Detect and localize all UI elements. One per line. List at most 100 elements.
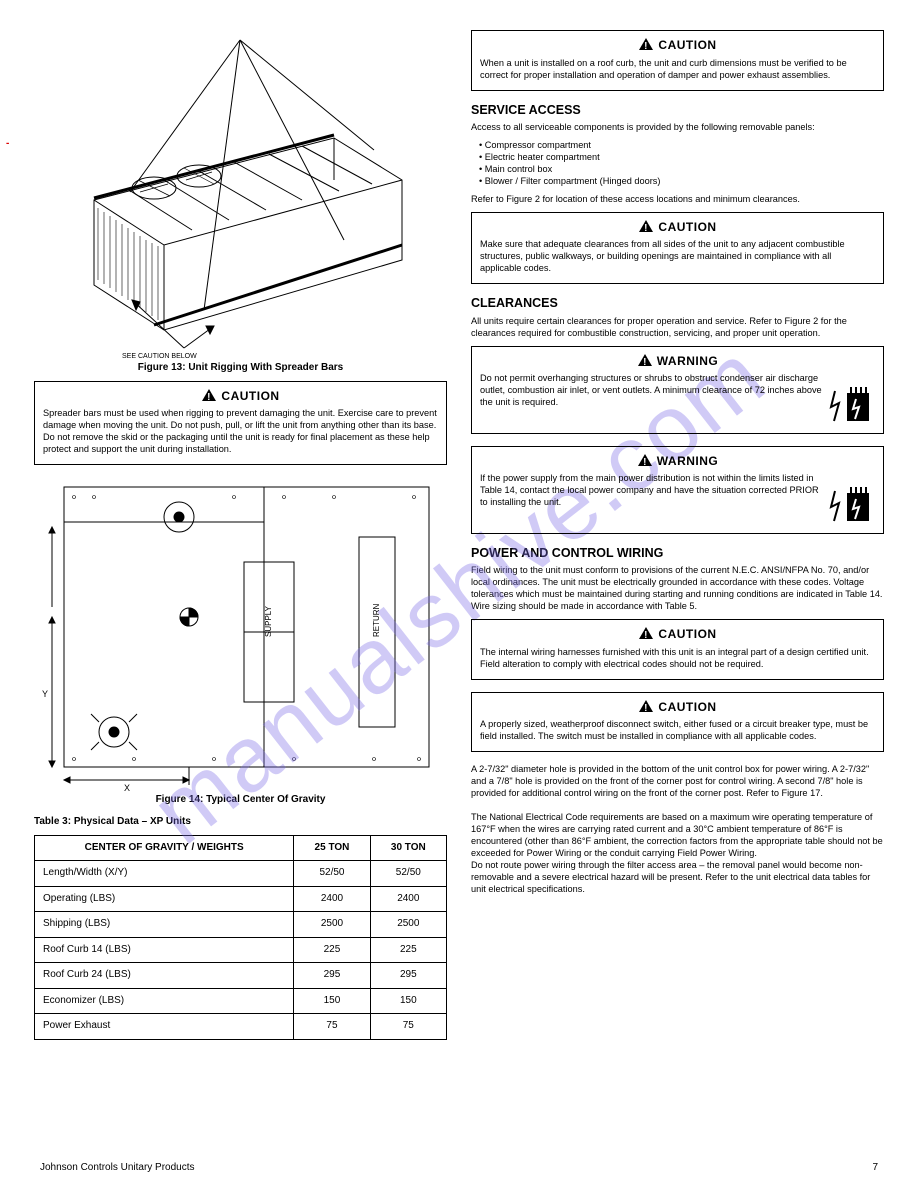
- caution-box-clearance-codes: ! CAUTION Make sure that adequate clearan…: [471, 212, 884, 284]
- warning-head: ! WARNING: [480, 453, 875, 470]
- caution-box-disconnect: ! CAUTION A properly sized, weatherproof …: [471, 692, 884, 753]
- caution-body: When a unit is installed on a roof curb,…: [480, 58, 875, 82]
- table-cell: Shipping (LBS): [35, 912, 294, 938]
- page-footer: Johnson Controls Unitary Products 7: [0, 1162, 918, 1175]
- table-cell: 75: [370, 1014, 446, 1040]
- paragraph: A 2-7/32" diameter hole is provided in t…: [471, 764, 884, 895]
- service-list: • Compressor compartment • Electric heat…: [479, 140, 884, 188]
- table-row: Roof Curb 14 (LBS)225225: [35, 937, 447, 963]
- dim-y-label: Y: [42, 689, 48, 699]
- svg-text:!: !: [643, 457, 647, 467]
- warning-head-text: WARNING: [657, 354, 719, 368]
- paragraph: Refer to Figure 2 for location of these …: [471, 194, 884, 206]
- table-header: 30 TON: [370, 835, 446, 861]
- table-cell: 150: [370, 988, 446, 1014]
- paragraph: Field wiring to the unit must conform to…: [471, 565, 884, 613]
- warning-icon: !: [638, 699, 654, 713]
- table-row: Economizer (LBS)150150: [35, 988, 447, 1014]
- figure-14-label: Figure 14: Typical Center Of Gravity: [34, 794, 447, 807]
- caution-head-text: CAUTION: [658, 220, 716, 234]
- warning-box-overhang: ! WARNING Do not permit overhanging struc…: [471, 346, 884, 434]
- table-row: Roof Curb 24 (LBS)295295: [35, 963, 447, 989]
- caution-box-harness: ! CAUTION The internal wiring harnesses f…: [471, 619, 884, 680]
- table-cell: Power Exhaust: [35, 1014, 294, 1040]
- table-cell: Roof Curb 14 (LBS): [35, 937, 294, 963]
- shock-hazard-icon: [829, 385, 873, 425]
- service-access-heading: SERVICE ACCESS: [471, 103, 884, 119]
- caution-head: ! CAUTION: [480, 37, 875, 54]
- table-cell: 2500: [370, 912, 446, 938]
- svg-text:!: !: [644, 223, 648, 233]
- warning-icon: !: [201, 388, 217, 402]
- caution-head-text: CAUTION: [221, 389, 279, 403]
- supply-label: SUPPLY: [264, 605, 273, 637]
- power-wiring-heading: POWER AND CONTROL WIRING: [471, 546, 884, 562]
- table-cell: 2500: [294, 912, 370, 938]
- svg-text:!: !: [207, 392, 211, 402]
- table-cell: 295: [370, 963, 446, 989]
- table-cell: 295: [294, 963, 370, 989]
- footer-left: Johnson Controls Unitary Products: [40, 1162, 195, 1175]
- caution-body: The internal wiring harnesses furnished …: [480, 647, 875, 671]
- warning-icon: !: [638, 626, 654, 640]
- table-cell: Operating (LBS): [35, 886, 294, 912]
- table-row: Power Exhaust7575: [35, 1014, 447, 1040]
- table-row: Length/Width (X/Y)52/5052/50: [35, 861, 447, 887]
- caution-head: ! CAUTION: [480, 699, 875, 716]
- caution-box-spreader: ! CAUTION Spreader bars must be used when…: [34, 381, 447, 465]
- table-cell: 75: [294, 1014, 370, 1040]
- caution-head-text: CAUTION: [658, 627, 716, 641]
- caution-body: Make sure that adequate clearances from …: [480, 239, 875, 275]
- caution-head: ! CAUTION: [480, 219, 875, 236]
- warning-icon: !: [637, 453, 653, 467]
- svg-text:!: !: [644, 630, 648, 640]
- caution-box-curb: ! CAUTION When a unit is installed on a r…: [471, 30, 884, 91]
- svg-text:!: !: [644, 703, 648, 713]
- dim-x-label: X: [124, 783, 130, 792]
- caution-head: ! CAUTION: [480, 626, 875, 643]
- table-cell: 2400: [370, 886, 446, 912]
- table-row: Shipping (LBS)25002500: [35, 912, 447, 938]
- figure-14-illustration: SUPPLY RETURN X Y: [34, 477, 447, 792]
- table-title: Table 3: Physical Data – XP Units: [34, 816, 447, 829]
- warning-body: Do not permit overhanging structures or …: [480, 373, 875, 409]
- warning-head-text: WARNING: [657, 454, 719, 468]
- page: SEE CAUTION BELOW Figure 13: Unit Riggin…: [0, 0, 918, 1060]
- paragraph: All units require certain clearances for…: [471, 316, 884, 340]
- clearances-heading: CLEARANCES: [471, 296, 884, 312]
- warning-icon: !: [638, 219, 654, 233]
- return-label: RETURN: [372, 603, 381, 637]
- table-cell: Length/Width (X/Y): [35, 861, 294, 887]
- table-cell: Economizer (LBS): [35, 988, 294, 1014]
- table-row: Operating (LBS)24002400: [35, 886, 447, 912]
- table-cell: 150: [294, 988, 370, 1014]
- table-cell: 2400: [294, 886, 370, 912]
- table-cell: Roof Curb 24 (LBS): [35, 963, 294, 989]
- caution-head-text: CAUTION: [658, 700, 716, 714]
- warning-icon: !: [637, 353, 653, 367]
- table-cell: 225: [294, 937, 370, 963]
- caution-head: ! CAUTION: [43, 388, 438, 405]
- figure-13-illustration: SEE CAUTION BELOW: [34, 30, 447, 360]
- table-row: CENTER OF GRAVITY / WEIGHTS 25 TON 30 TO…: [35, 835, 447, 861]
- table-cell: 52/50: [370, 861, 446, 887]
- shock-hazard-icon: [829, 485, 873, 525]
- warning-icon: !: [638, 37, 654, 51]
- fig13-caption-text: SEE CAUTION BELOW: [122, 353, 197, 360]
- footer-page-number: 7: [872, 1162, 878, 1175]
- figure-13-label: Figure 13: Unit Rigging With Spreader Ba…: [34, 362, 447, 375]
- warning-body: If the power supply from the main power …: [480, 473, 875, 509]
- physical-data-table: CENTER OF GRAVITY / WEIGHTS 25 TON 30 TO…: [34, 835, 447, 1040]
- caution-head-text: CAUTION: [658, 38, 716, 52]
- table-cell: 52/50: [294, 861, 370, 887]
- left-column: SEE CAUTION BELOW Figure 13: Unit Riggin…: [34, 30, 447, 1040]
- svg-text:!: !: [644, 41, 648, 51]
- caution-body: A properly sized, weatherproof disconnec…: [480, 719, 875, 743]
- table-header: 25 TON: [294, 835, 370, 861]
- red-mark: -: [6, 138, 9, 151]
- warning-box-power-limits: ! WARNING If the power supply from the ma…: [471, 446, 884, 534]
- table-cell: 225: [370, 937, 446, 963]
- svg-text:!: !: [643, 357, 647, 367]
- caution-body: Spreader bars must be used when rigging …: [43, 408, 438, 456]
- table-header: CENTER OF GRAVITY / WEIGHTS: [35, 835, 294, 861]
